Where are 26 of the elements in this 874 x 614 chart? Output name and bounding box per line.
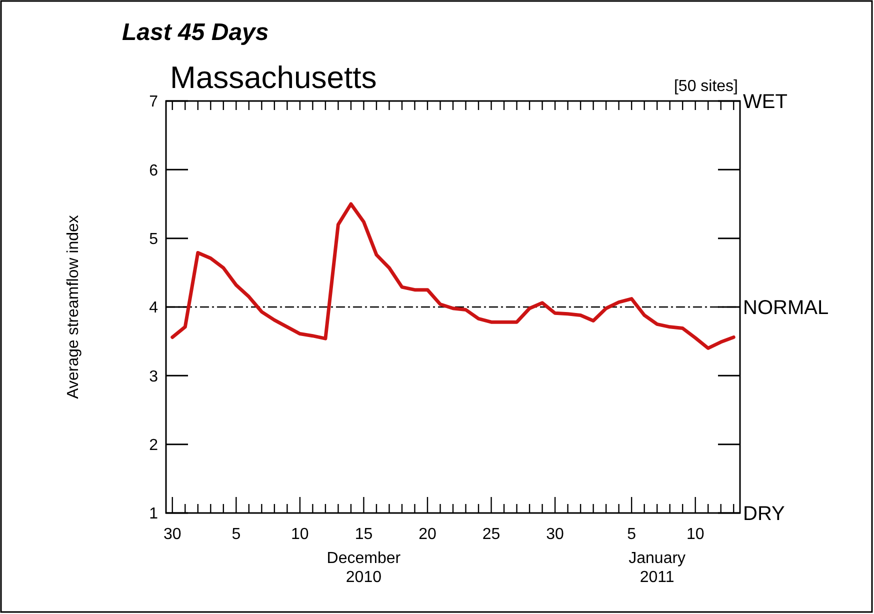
y-axis-title: Average streamflow index: [65, 215, 82, 399]
y-tick-label: 6: [149, 162, 158, 180]
text: [50 sites]: [674, 78, 738, 95]
y-tick-label: 2: [149, 436, 158, 454]
x-tick-label: 25: [482, 526, 500, 543]
x-tick-label: 10: [291, 526, 309, 543]
y-tick-label: 7: [149, 94, 158, 111]
y-tick-label: 3: [149, 368, 158, 386]
y-tick-label: 4: [149, 300, 158, 317]
chart-subtitle: Massachusetts: [170, 60, 377, 95]
x-tick-label: 5: [627, 526, 636, 543]
text: WET: [743, 91, 788, 113]
x-tick-label: 5: [232, 526, 241, 543]
y-tick-label: 1: [149, 506, 158, 523]
x-tick-label: 15: [354, 526, 373, 543]
y-tick-label: 5: [149, 230, 158, 248]
chart-title: Last 45 Days: [122, 19, 269, 46]
x-tick-label: 10: [686, 526, 704, 543]
text: December 2010: [326, 550, 402, 586]
ref-line-label: NORMAL: [743, 297, 829, 319]
x-tick-label: 20: [418, 526, 436, 543]
x-tick-label: 30: [546, 526, 564, 543]
text: DRY: [743, 503, 785, 525]
line-series: [170, 202, 736, 350]
x-tick-label: 30: [163, 526, 182, 543]
text: January 2011: [628, 550, 686, 586]
